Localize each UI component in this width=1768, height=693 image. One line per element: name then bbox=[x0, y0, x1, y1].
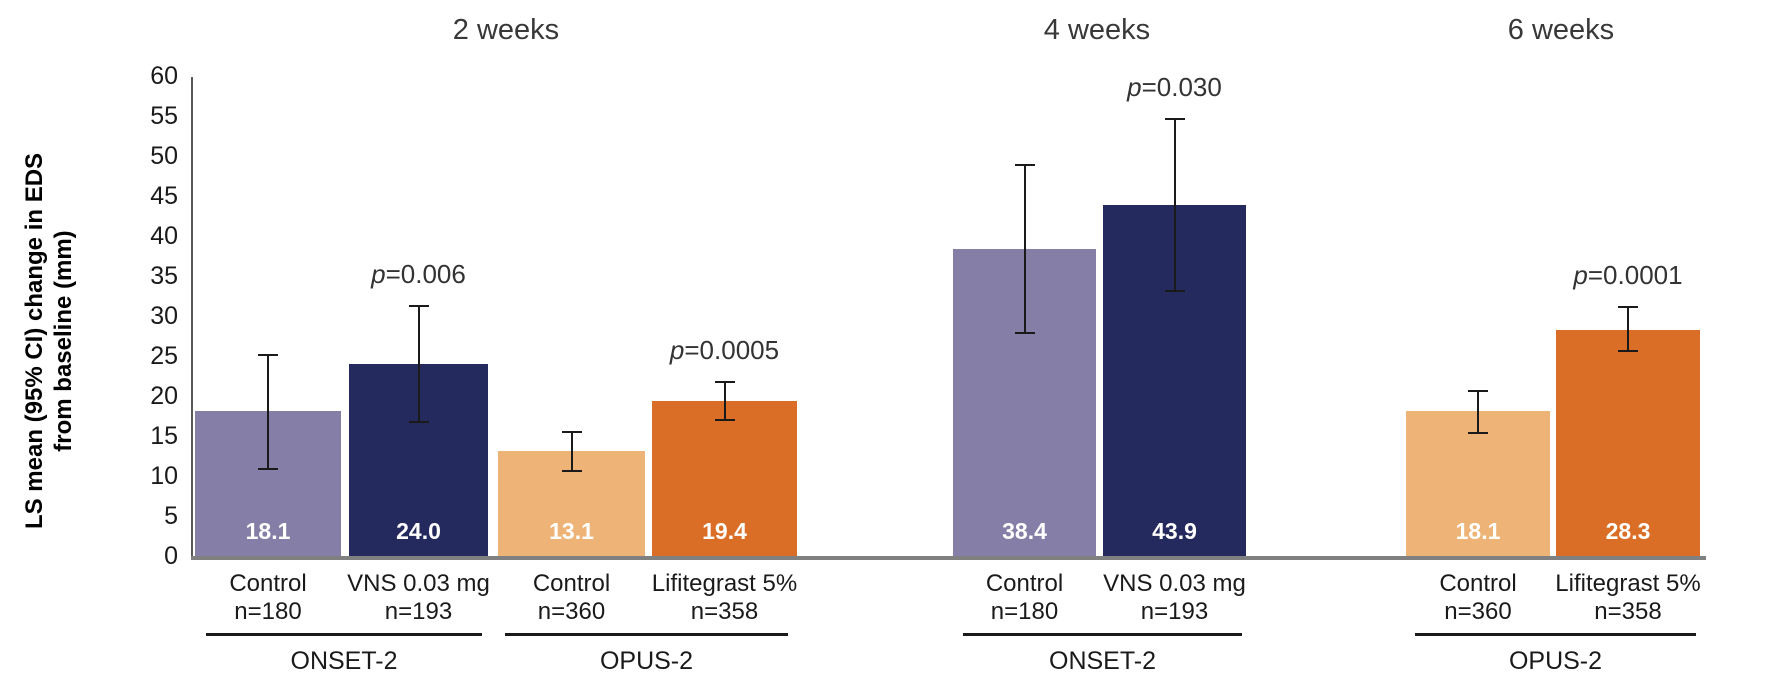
bar-n-label: n=193 bbox=[1140, 598, 1209, 625]
y-tick-label: 45 bbox=[150, 182, 178, 210]
error-bar bbox=[1477, 389, 1479, 435]
p-value-label: p=0.0005 bbox=[669, 334, 780, 365]
bar-arm-label: Control bbox=[532, 570, 611, 597]
bar-n-label: n=358 bbox=[690, 598, 759, 625]
error-bar-cap-bottom bbox=[408, 421, 429, 424]
error-bar-cap-bottom bbox=[714, 418, 735, 421]
p-value-label: p=0.0001 bbox=[1573, 260, 1683, 291]
bar-n-label: n=193 bbox=[384, 598, 453, 625]
error-bar bbox=[1023, 164, 1026, 334]
bar-value-label: 43.9 bbox=[1152, 518, 1197, 544]
error-bar-cap-bottom bbox=[1014, 331, 1035, 334]
y-tick-label: 10 bbox=[150, 462, 178, 490]
error-bar-cap-top bbox=[1468, 389, 1488, 392]
y-tick-label: 25 bbox=[150, 342, 178, 370]
bar-value-label: 28.3 bbox=[1605, 518, 1651, 544]
bar-value-label: 18.1 bbox=[1455, 518, 1501, 544]
error-bar-cap-top bbox=[408, 304, 429, 307]
y-tick-label: 40 bbox=[150, 222, 178, 250]
y-axis-title-line1: LS mean (95% CI) change in EDS bbox=[21, 152, 48, 530]
bar bbox=[1556, 329, 1700, 556]
error-bar bbox=[570, 431, 573, 472]
y-axis-line bbox=[191, 77, 193, 558]
bar bbox=[1406, 411, 1550, 556]
bar-value-label: 13.1 bbox=[549, 518, 594, 544]
bar-arm-label: Control bbox=[985, 570, 1064, 597]
study-label: ONSET-2 bbox=[290, 647, 398, 675]
error-bar bbox=[1173, 117, 1176, 292]
error-bar-cap-top bbox=[714, 380, 735, 383]
bar-value-label: 24.0 bbox=[396, 518, 441, 544]
bar-value-label: 19.4 bbox=[702, 518, 747, 544]
y-tick-label: 60 bbox=[150, 62, 178, 90]
group-title: 2 weeks bbox=[452, 14, 560, 46]
study-label: OPUS-2 bbox=[1508, 647, 1603, 675]
error-bar-cap-bottom bbox=[1468, 432, 1488, 435]
bar-arm-label: VNS 0.03 mg bbox=[1103, 570, 1246, 597]
y-tick-label: 0 bbox=[164, 542, 178, 570]
y-tick-label: 5 bbox=[164, 502, 178, 530]
bar-arm-label: Lifitegrast 5% bbox=[651, 570, 798, 597]
bar-n-label: n=180 bbox=[990, 598, 1059, 625]
y-tick-label: 55 bbox=[150, 102, 178, 130]
study-underline bbox=[206, 633, 482, 636]
p-value-label: p=0.006 bbox=[371, 258, 466, 289]
group-title: 4 weeks bbox=[1043, 14, 1151, 46]
error-bar bbox=[723, 380, 726, 421]
error-bar-cap-bottom bbox=[561, 470, 582, 472]
study-underline bbox=[505, 633, 788, 636]
p-value-label: p=0.030 bbox=[1127, 71, 1222, 102]
bar-x-label: Lifitegrast 5% n=358 bbox=[605, 570, 845, 626]
error-bar-cap-top bbox=[1164, 117, 1185, 120]
bar-x-label: VNS 0.03 mg n=193 bbox=[299, 570, 539, 626]
error-bar-cap-top bbox=[1618, 306, 1638, 309]
y-tick-label: 50 bbox=[150, 142, 178, 170]
group-title: 6 weeks bbox=[1507, 14, 1615, 46]
x-axis-baseline bbox=[191, 556, 1706, 560]
error-bar-cap-bottom bbox=[1164, 290, 1185, 292]
error-bar bbox=[267, 353, 269, 470]
bar-arm-label: Control bbox=[229, 570, 307, 597]
y-tick-label: 15 bbox=[150, 422, 178, 450]
bar-x-label: Control n=180 bbox=[148, 570, 388, 626]
y-tick-label: 35 bbox=[150, 262, 178, 290]
study-underline bbox=[1415, 633, 1696, 636]
bar-n-label: n=360 bbox=[1444, 598, 1512, 625]
study-label: OPUS-2 bbox=[599, 647, 694, 675]
y-tick-label: 30 bbox=[150, 302, 178, 330]
error-bar-cap-top bbox=[561, 431, 582, 434]
study-underline bbox=[963, 633, 1242, 636]
error-bar bbox=[417, 304, 420, 424]
bar-x-label: Lifitegrast 5% n=358 bbox=[1508, 570, 1748, 626]
bar-arm-label: Control bbox=[1439, 570, 1517, 597]
bar-n-label: n=360 bbox=[537, 598, 606, 625]
error-bar-cap-bottom bbox=[1618, 350, 1638, 352]
y-tick-label: 20 bbox=[150, 382, 178, 410]
bar-x-label: VNS 0.03 mg n=193 bbox=[1055, 570, 1295, 626]
error-bar bbox=[1627, 306, 1629, 352]
bar-x-label: Control n=360 bbox=[452, 570, 692, 626]
bar-x-label: Control n=360 bbox=[1358, 570, 1598, 626]
bar-n-label: n=180 bbox=[234, 598, 302, 625]
bar-arm-label: Lifitegrast 5% bbox=[1555, 570, 1701, 597]
bar-value-label: 18.1 bbox=[245, 518, 291, 544]
error-bar-cap-top bbox=[258, 353, 278, 356]
study-label: ONSET-2 bbox=[1049, 647, 1156, 675]
error-bar-cap-bottom bbox=[258, 467, 278, 470]
bar-x-label: Control n=180 bbox=[905, 570, 1145, 626]
bar-value-label: 38.4 bbox=[1002, 518, 1047, 544]
bar-arm-label: VNS 0.03 mg bbox=[347, 570, 490, 597]
error-bar-cap-top bbox=[1014, 164, 1035, 166]
bar-n-label: n=358 bbox=[1594, 598, 1662, 625]
bar bbox=[652, 400, 797, 556]
